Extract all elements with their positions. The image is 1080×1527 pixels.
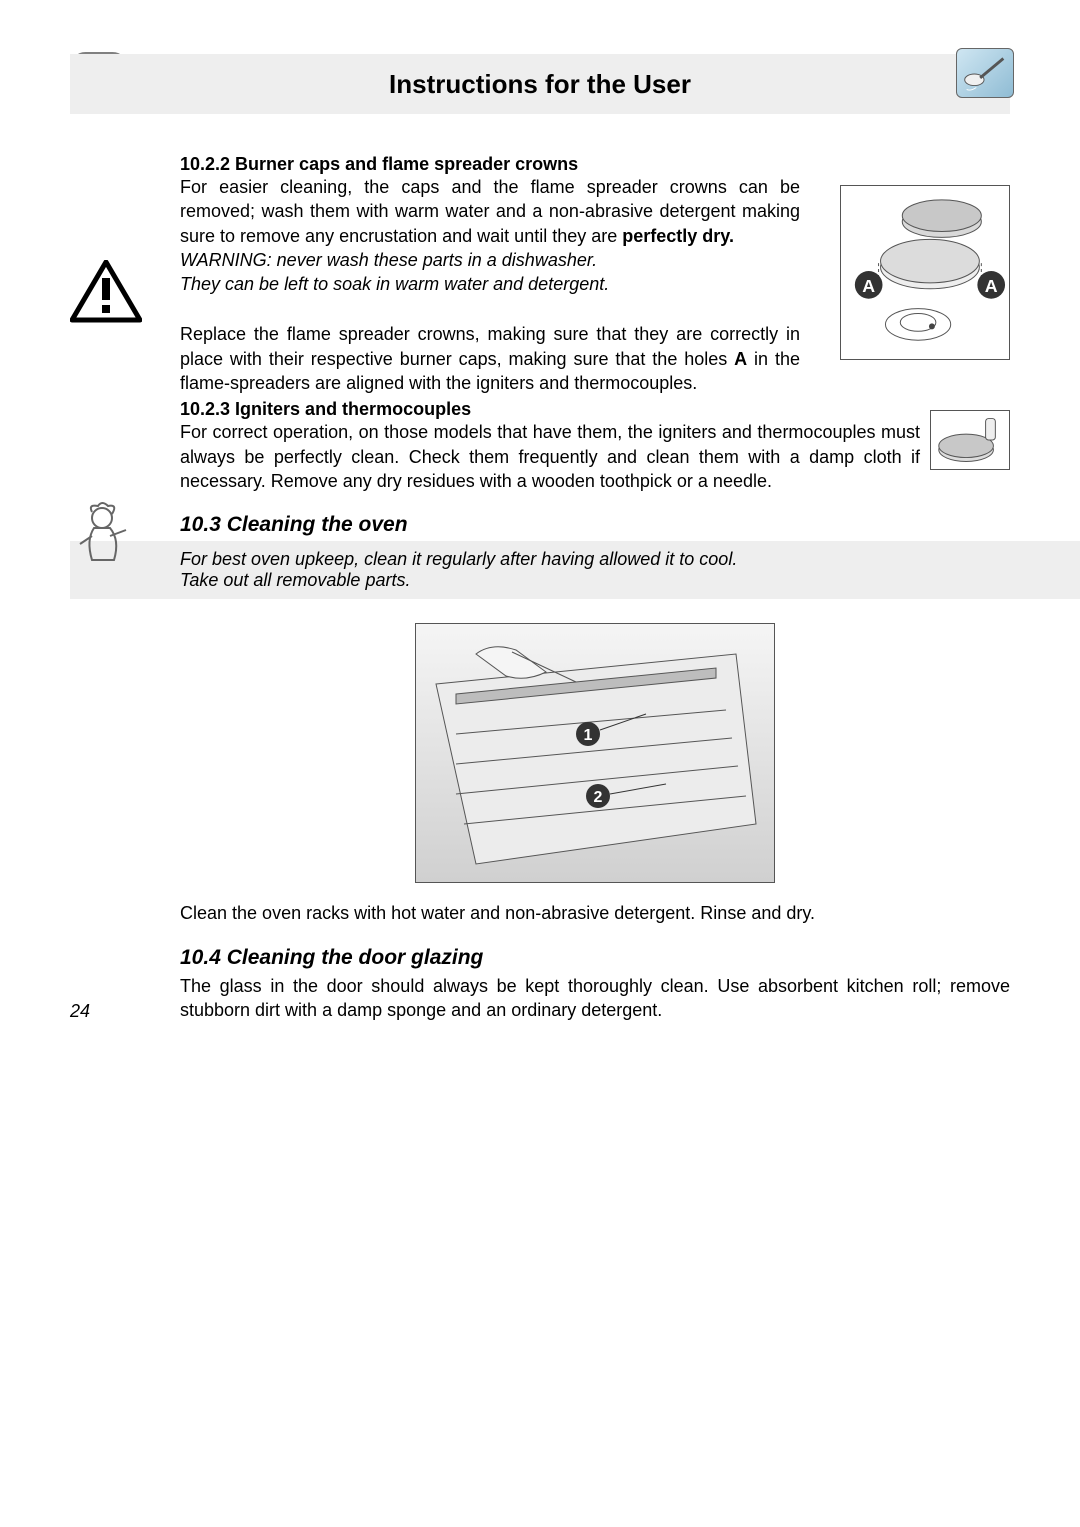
spoon-icon: [956, 48, 1014, 98]
text-bold: perfectly dry.: [622, 226, 734, 246]
svg-text:2: 2: [594, 789, 603, 806]
tip-line-1: For best oven upkeep, clean it regularly…: [180, 549, 1080, 570]
chef-icon: [74, 500, 134, 570]
header-bar: Instructions for the User: [70, 54, 1010, 114]
svg-text:A: A: [862, 276, 875, 296]
svg-text:1: 1: [584, 727, 593, 744]
heading-10-2-3: 10.2.3 Igniters and thermocouples: [180, 399, 1010, 420]
igniter-illustration: [930, 410, 1010, 470]
para-10-4: The glass in the door should always be k…: [180, 974, 1010, 1023]
tip-line-2: Take out all removable parts.: [180, 570, 1080, 591]
text-fragment: Replace the flame spreader crowns, makin…: [180, 324, 800, 368]
oven-illustration-wrap: 1 2: [180, 623, 1010, 883]
oven-illustration: 1 2: [415, 623, 775, 883]
para-10-2-2-b: Replace the flame spreader crowns, makin…: [180, 322, 800, 395]
para-10-2-3: For correct operation, on those models t…: [180, 420, 920, 493]
heading-10-3: 10.3 Cleaning the oven: [180, 513, 1010, 537]
svg-text:A: A: [985, 276, 998, 296]
warning-triangle-icon: [70, 260, 142, 324]
para-10-2-2-a: For easier cleaning, the caps and the fl…: [180, 175, 800, 248]
heading-10-4: 10.4 Cleaning the door glazing: [180, 946, 1010, 970]
text-bold: A: [734, 349, 747, 369]
page-number: 24: [70, 1001, 90, 1022]
tips-bar: For best oven upkeep, clean it regularly…: [70, 541, 1080, 599]
burner-illustration: A A: [840, 185, 1010, 360]
warning-line-2: They can be left to soak in warm water a…: [180, 272, 800, 296]
warning-line-1: WARNING: never wash these parts in a dis…: [180, 248, 800, 272]
para-10-3-after: Clean the oven racks with hot water and …: [180, 901, 1010, 925]
page-title: Instructions for the User: [389, 69, 691, 100]
page-container: GB Instructions for the User: [0, 0, 1080, 1062]
heading-10-2-2: 10.2.2 Burner caps and flame spreader cr…: [180, 154, 1010, 175]
